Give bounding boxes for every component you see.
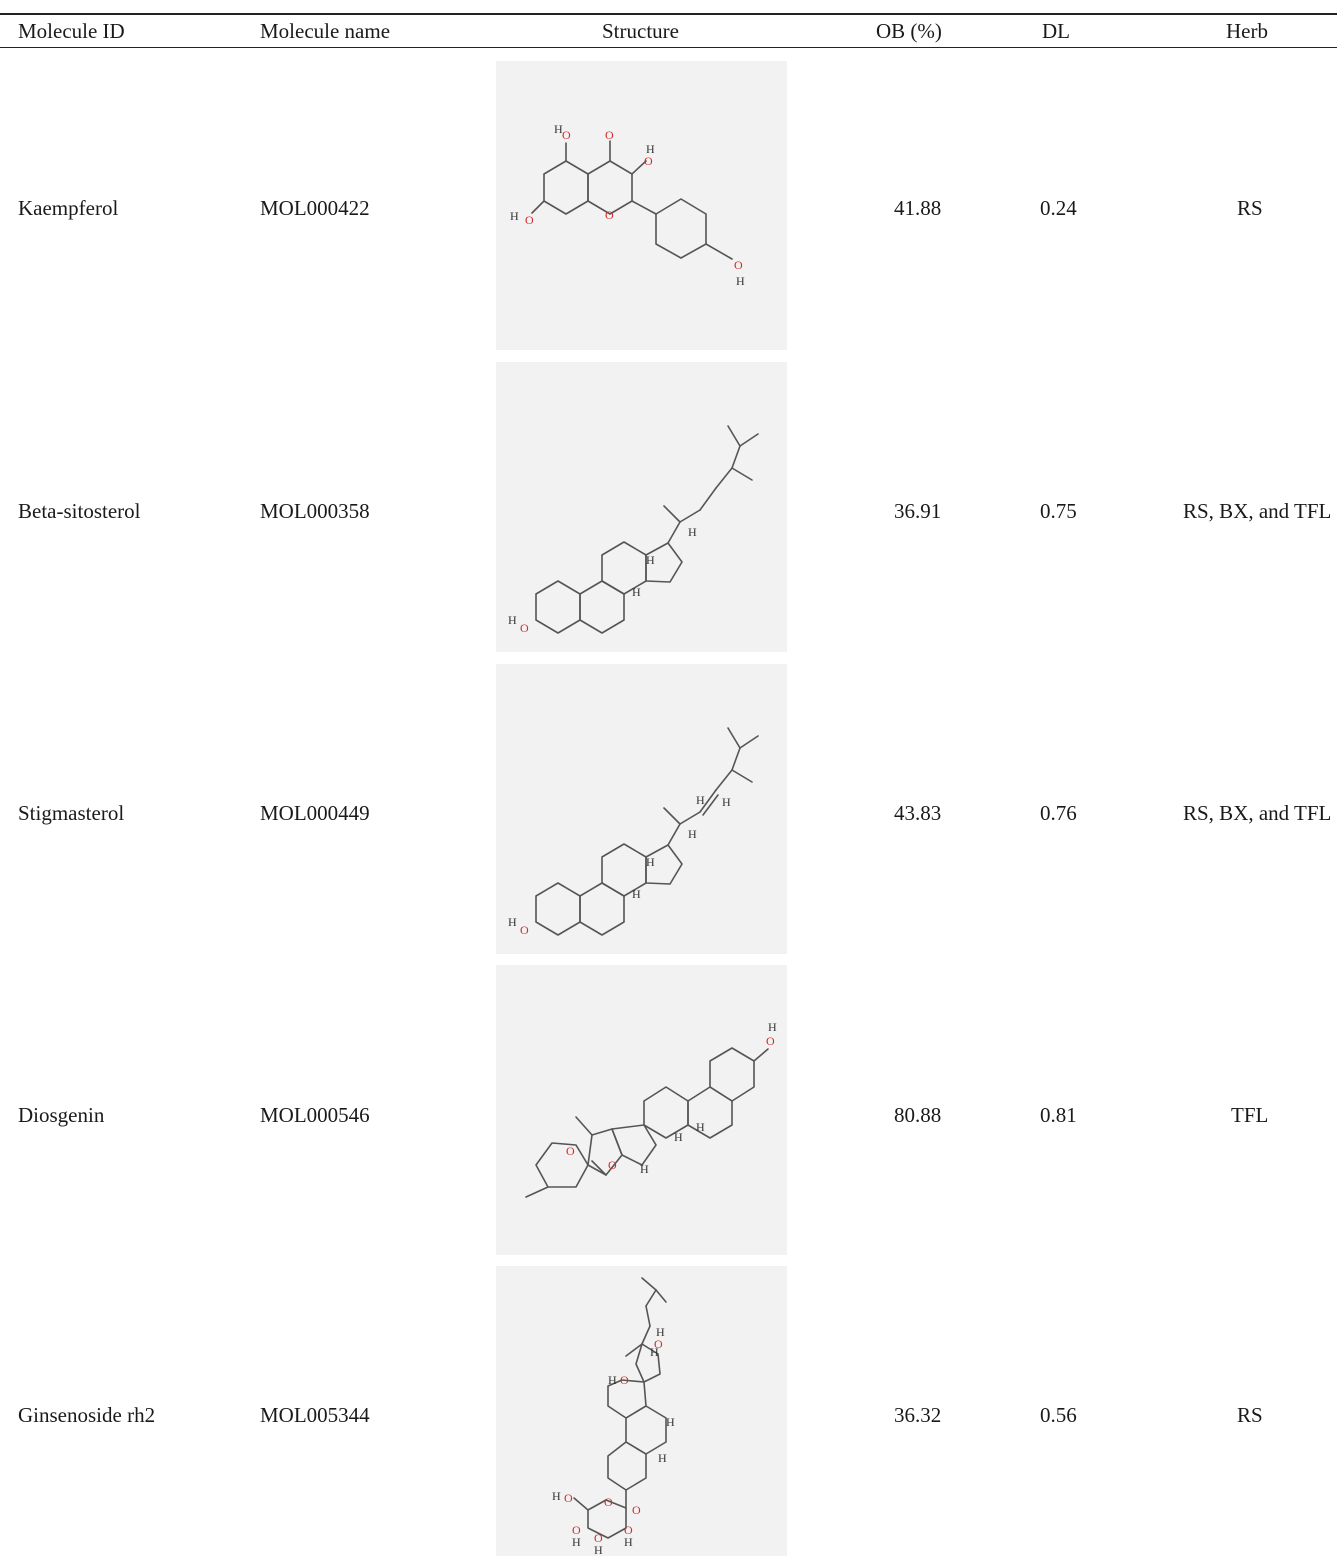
svg-text:H: H xyxy=(554,122,563,136)
cell-molecule-name: MOL005344 xyxy=(260,1403,370,1427)
svg-text:H: H xyxy=(608,1373,617,1387)
svg-text:O: O xyxy=(605,208,614,222)
cell-molecule-id: Ginsenoside rh2 xyxy=(18,1403,156,1427)
cell-dl: 0.81 xyxy=(1040,1103,1077,1127)
svg-text:H: H xyxy=(722,795,731,809)
svg-text:O: O xyxy=(525,213,534,227)
svg-text:H: H xyxy=(650,1345,659,1359)
svg-text:O: O xyxy=(608,1158,617,1172)
table-header-rule xyxy=(0,47,1337,48)
svg-text:O: O xyxy=(520,621,529,635)
cell-ob: 80.88 xyxy=(894,1103,942,1127)
svg-text:H: H xyxy=(552,1489,561,1503)
cell-molecule-id: Beta-sitosterol xyxy=(18,499,141,523)
svg-text:O: O xyxy=(520,923,529,937)
cell-herb: RS, BX, and TFL xyxy=(1183,801,1332,825)
cell-herb: TFL xyxy=(1231,1103,1269,1127)
svg-text:H: H xyxy=(640,1162,649,1176)
svg-text:H: H xyxy=(696,793,705,807)
table-top-rule xyxy=(0,13,1337,15)
svg-text:H: H xyxy=(624,1535,633,1549)
beta-sitosterol-structure-icon: O H H H H xyxy=(496,362,787,652)
svg-text:O: O xyxy=(620,1373,629,1387)
svg-text:O: O xyxy=(624,1523,633,1537)
header-dl: DL xyxy=(1042,19,1070,43)
stigmasterol-structure-icon: O H H H H H H xyxy=(496,664,787,954)
cell-molecule-name: MOL000449 xyxy=(260,801,370,825)
cell-ob: 36.91 xyxy=(894,499,942,523)
svg-text:H: H xyxy=(688,827,697,841)
header-ob: OB (%) xyxy=(876,19,942,43)
svg-text:H: H xyxy=(632,887,641,901)
cell-dl: 0.76 xyxy=(1040,801,1077,825)
svg-text:O: O xyxy=(594,1531,603,1545)
cell-ob: 36.32 xyxy=(894,1403,942,1427)
header-structure: Structure xyxy=(602,19,679,43)
svg-text:O: O xyxy=(564,1491,573,1505)
cell-molecule-name: MOL000358 xyxy=(260,499,370,523)
cell-molecule-id: Kaempferol xyxy=(18,196,119,220)
svg-text:O: O xyxy=(605,128,614,142)
svg-text:O: O xyxy=(644,154,653,168)
svg-text:H: H xyxy=(572,1535,581,1549)
svg-text:H: H xyxy=(658,1451,667,1465)
cell-herb: RS, BX, and TFL xyxy=(1183,499,1332,523)
svg-text:O: O xyxy=(654,1337,663,1351)
cell-ob: 43.83 xyxy=(894,801,942,825)
svg-text:H: H xyxy=(510,209,519,223)
cell-dl: 0.24 xyxy=(1040,196,1077,220)
svg-text:H: H xyxy=(632,585,641,599)
svg-text:H: H xyxy=(646,142,655,156)
svg-text:H: H xyxy=(666,1415,675,1429)
svg-text:H: H xyxy=(646,553,655,567)
svg-text:O: O xyxy=(632,1503,641,1517)
header-herb: Herb xyxy=(1226,19,1268,43)
ginsenoside-rh2-structure-icon: O H O H H H H O O O H O H O H O H xyxy=(496,1266,787,1556)
header-molecule-name: Molecule name xyxy=(260,19,391,43)
cell-dl: 0.75 xyxy=(1040,499,1077,523)
cell-ob: 41.88 xyxy=(894,196,942,220)
header-molecule-id: Molecule ID xyxy=(18,19,125,43)
svg-text:H: H xyxy=(688,525,697,539)
svg-text:H: H xyxy=(594,1543,603,1556)
cell-molecule-name: MOL000422 xyxy=(260,196,370,220)
cell-molecule-id: Stigmasterol xyxy=(18,801,125,825)
cell-herb: RS xyxy=(1237,196,1263,220)
cell-dl: 0.56 xyxy=(1040,1403,1077,1427)
diosgenin-structure-icon: O O O H H H H xyxy=(496,965,787,1255)
kaempferol-structure-icon: O H O O H O O H O H xyxy=(496,61,787,350)
svg-text:O: O xyxy=(766,1034,775,1048)
svg-text:O: O xyxy=(572,1523,581,1537)
cell-molecule-id: Diosgenin xyxy=(18,1103,105,1127)
svg-text:H: H xyxy=(736,274,745,288)
svg-text:H: H xyxy=(696,1120,705,1134)
svg-text:H: H xyxy=(508,613,517,627)
svg-text:H: H xyxy=(646,855,655,869)
svg-text:O: O xyxy=(734,258,743,272)
svg-text:H: H xyxy=(656,1325,665,1339)
cell-herb: RS xyxy=(1237,1403,1263,1427)
cell-molecule-name: MOL000546 xyxy=(260,1103,370,1127)
svg-text:O: O xyxy=(566,1144,575,1158)
svg-text:O: O xyxy=(604,1495,613,1509)
svg-text:H: H xyxy=(508,915,517,929)
svg-text:O: O xyxy=(562,128,571,142)
svg-text:H: H xyxy=(768,1020,777,1034)
svg-text:H: H xyxy=(674,1130,683,1144)
